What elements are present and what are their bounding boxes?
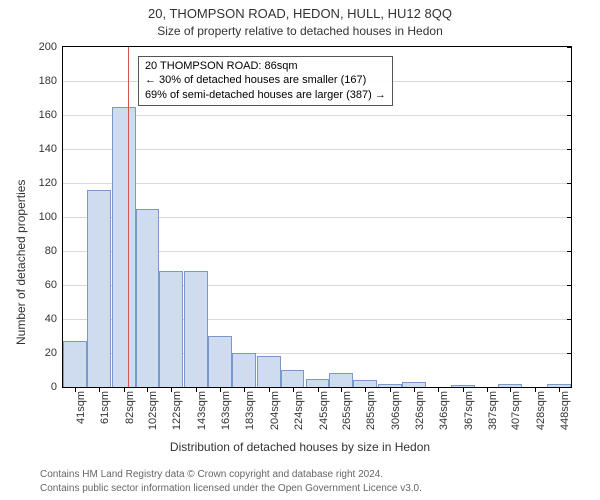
y-tick-label: 80: [45, 245, 63, 257]
x-axis-label: Distribution of detached houses by size …: [0, 440, 600, 454]
y-tick-mark: [567, 319, 572, 320]
plot-area: 02040608010012014016018020041sqm61sqm82s…: [62, 46, 572, 388]
histogram-bar: [232, 353, 256, 387]
histogram-bar: [136, 209, 160, 388]
y-tick-mark: [567, 251, 572, 252]
x-tick-label: 82sqm: [124, 387, 136, 424]
y-tick-label: 160: [39, 109, 63, 121]
grid-line: [63, 115, 571, 116]
y-tick-label: 180: [39, 75, 63, 87]
annotation-line: 20 THOMPSON ROAD: 86sqm: [145, 59, 386, 74]
histogram-bar: [329, 373, 353, 387]
x-tick-label: 61sqm: [99, 387, 111, 424]
y-axis-label: Number of detached properties: [14, 180, 28, 345]
x-tick-label: 265sqm: [341, 387, 353, 430]
x-tick-label: 204sqm: [269, 387, 281, 430]
y-tick-label: 100: [39, 211, 63, 223]
y-tick-mark: [567, 353, 572, 354]
x-tick-label: 163sqm: [220, 387, 232, 430]
x-tick-label: 428sqm: [535, 387, 547, 430]
x-tick-label: 122sqm: [171, 387, 183, 430]
y-tick-label: 40: [45, 313, 63, 325]
y-tick-mark: [567, 285, 572, 286]
y-tick-mark: [567, 149, 572, 150]
histogram-bar: [306, 379, 330, 388]
histogram-bar: [63, 341, 87, 387]
x-tick-label: 41sqm: [75, 387, 87, 424]
histogram-bar: [281, 370, 305, 387]
histogram-bar: [159, 271, 183, 387]
histogram-bar: [257, 356, 281, 387]
x-tick-label: 306sqm: [390, 387, 402, 430]
x-tick-label: 285sqm: [365, 387, 377, 430]
x-tick-label: 245sqm: [318, 387, 330, 430]
chart-title: 20, THOMPSON ROAD, HEDON, HULL, HU12 8QQ: [0, 6, 600, 21]
histogram-bar: [208, 336, 232, 387]
x-tick-label: 387sqm: [487, 387, 499, 430]
attribution-line-1: Contains HM Land Registry data © Crown c…: [40, 468, 383, 481]
x-tick-label: 143sqm: [196, 387, 208, 430]
histogram-bar: [184, 271, 208, 387]
y-tick-mark: [567, 47, 572, 48]
attribution-line-2: Contains public sector information licen…: [40, 482, 422, 495]
y-tick-mark: [567, 81, 572, 82]
x-tick-label: 407sqm: [510, 387, 522, 430]
reference-line: [128, 47, 129, 387]
grid-line: [63, 183, 571, 184]
x-tick-label: 224sqm: [293, 387, 305, 430]
x-tick-label: 102sqm: [147, 387, 159, 430]
chart-container: 20, THOMPSON ROAD, HEDON, HULL, HU12 8QQ…: [0, 0, 600, 500]
histogram-bar: [112, 107, 136, 388]
x-tick-label: 448sqm: [559, 387, 571, 430]
annotation-line: 69% of semi-detached houses are larger (…: [145, 88, 386, 103]
y-tick-label: 60: [45, 279, 63, 291]
x-tick-label: 346sqm: [438, 387, 450, 430]
histogram-bar: [353, 380, 377, 387]
annotation-line: ← 30% of detached houses are smaller (16…: [145, 73, 386, 88]
annotation-box: 20 THOMPSON ROAD: 86sqm← 30% of detached…: [138, 56, 393, 107]
chart-subtitle: Size of property relative to detached ho…: [0, 24, 600, 38]
x-tick-label: 367sqm: [463, 387, 475, 430]
x-tick-label: 326sqm: [414, 387, 426, 430]
grid-line: [63, 149, 571, 150]
y-tick-label: 120: [39, 177, 63, 189]
y-tick-mark: [567, 183, 572, 184]
y-tick-mark: [567, 217, 572, 218]
y-tick-label: 0: [51, 381, 63, 393]
y-tick-mark: [567, 115, 572, 116]
y-tick-label: 200: [39, 41, 63, 53]
y-tick-label: 20: [45, 347, 63, 359]
y-tick-label: 140: [39, 143, 63, 155]
x-tick-label: 183sqm: [244, 387, 256, 430]
histogram-bar: [87, 190, 111, 387]
